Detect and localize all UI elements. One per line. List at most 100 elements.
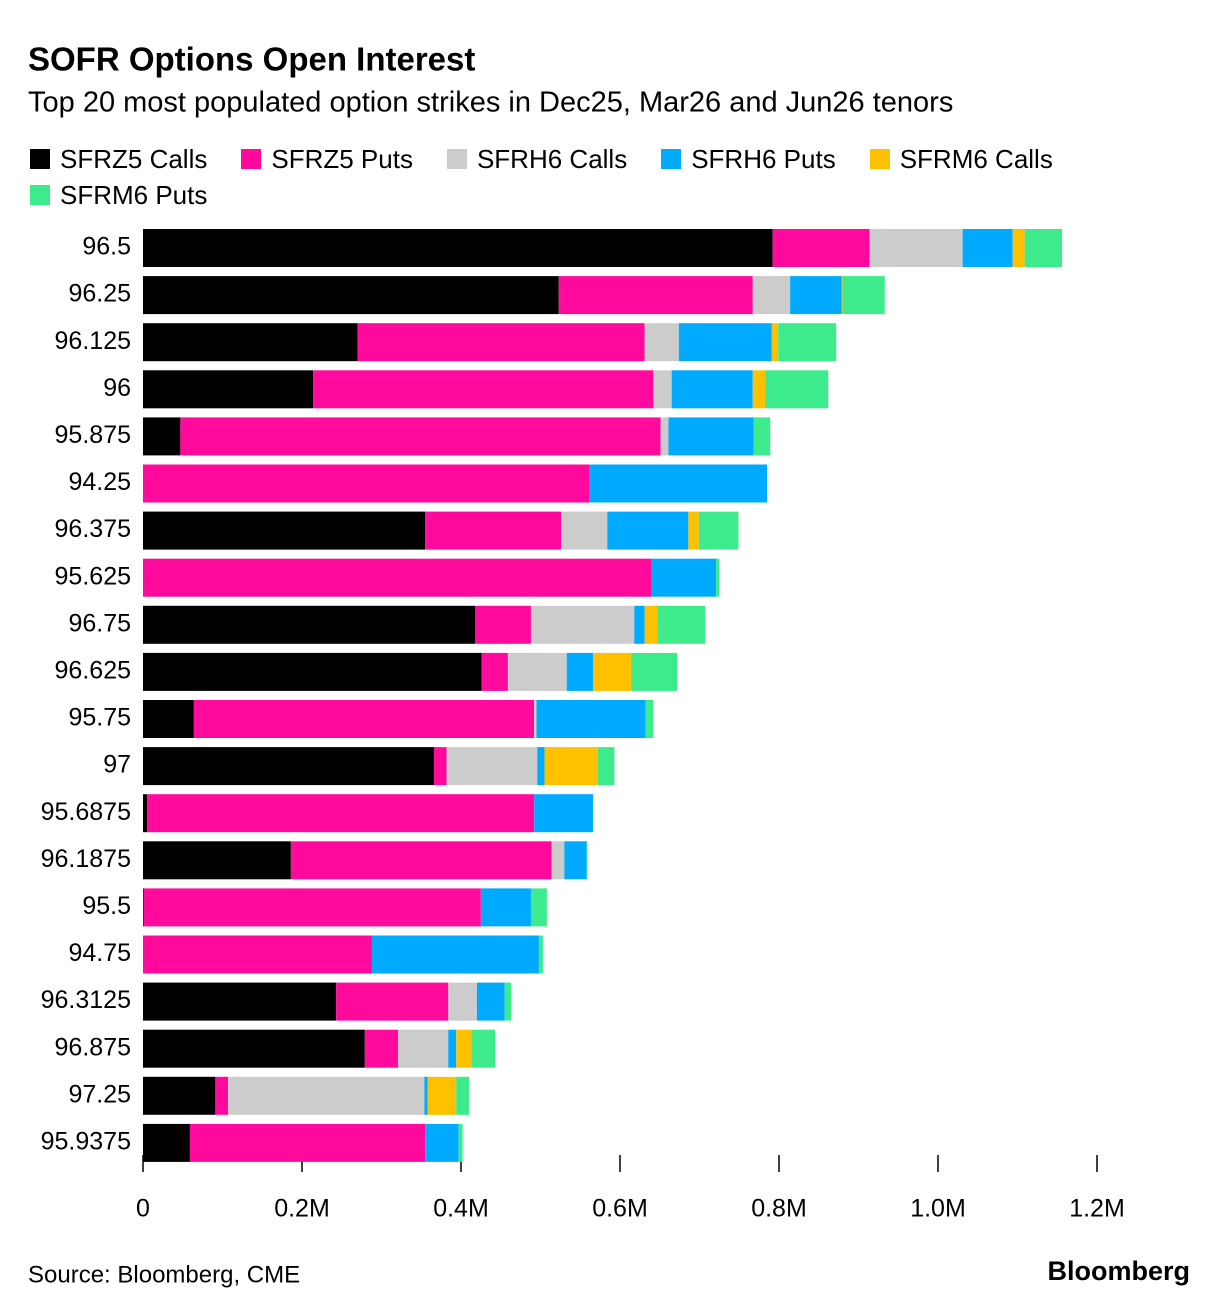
chart-title: SOFR Options Open Interest	[28, 41, 475, 78]
bar-segment	[558, 276, 753, 315]
y-tick-label: 96.5	[82, 233, 131, 261]
bar-segment	[530, 605, 635, 644]
y-tick-label: 95.875	[55, 421, 131, 449]
bar-segment	[869, 229, 963, 267]
bar-segment	[398, 1029, 449, 1068]
bar-segment	[446, 747, 538, 786]
legend-label: SFRZ5 Calls	[60, 143, 208, 174]
bar-segment	[143, 1029, 365, 1068]
legend-item: SFRM6 Puts	[30, 179, 208, 210]
bar-segment	[507, 652, 567, 691]
x-tick-label: 0.8M	[751, 1195, 807, 1223]
bar-segment	[607, 511, 689, 550]
bar-segment	[143, 1123, 190, 1162]
bar-segment	[561, 511, 608, 550]
bar-segment	[143, 935, 372, 974]
bar-segment	[644, 323, 679, 362]
bar-segment	[678, 323, 772, 362]
bar-segment	[660, 417, 669, 456]
bar-segment	[143, 558, 652, 597]
bar-segment	[586, 841, 588, 880]
y-tick-label: 96.25	[68, 280, 131, 308]
bar-segment	[753, 417, 771, 456]
y-tick-label: 95.5	[82, 892, 131, 920]
legend-item: SFRZ5 Calls	[30, 143, 208, 174]
bar-segment	[456, 1076, 469, 1115]
legend-item: SFRM6 Calls	[869, 144, 1053, 174]
bar-segment	[143, 511, 426, 550]
y-tick-label: 95.6875	[41, 798, 131, 826]
x-tick-label: 0.6M	[592, 1195, 648, 1223]
y-tick-label: 95.625	[55, 562, 131, 590]
bar-segment	[313, 370, 654, 409]
bar-segment	[143, 841, 291, 880]
legend-label: SFRH6 Calls	[476, 143, 628, 174]
source: Source: Bloomberg, CME	[28, 1261, 300, 1288]
bar-segment	[143, 1076, 216, 1115]
bar-segment	[771, 323, 779, 362]
bar-segment	[425, 511, 562, 550]
bar-segment	[564, 841, 587, 880]
legend-swatch	[30, 185, 50, 205]
bar-segment	[425, 1123, 459, 1162]
y-tick-label: 96.625	[55, 657, 131, 685]
bar-segment	[143, 276, 559, 315]
bar-segment	[475, 605, 531, 644]
bar-segment	[790, 276, 842, 315]
y-tick-label: 97	[103, 751, 131, 779]
x-tick-label: 1.2M	[1069, 1195, 1125, 1223]
legend-label: SFRM6 Puts	[60, 179, 208, 210]
chart-subtitle: Top 20 most populated option strikes in …	[28, 87, 953, 119]
bar-segment	[651, 558, 717, 597]
bar-segment	[1012, 229, 1025, 267]
bar-segment	[143, 982, 337, 1021]
bar-segment	[657, 605, 706, 644]
bar-segment	[433, 747, 447, 786]
bar-segment	[143, 323, 358, 362]
legend-item: SFRZ5 Puts	[241, 143, 413, 174]
bar-segment	[544, 747, 598, 786]
bar-segment	[778, 323, 837, 362]
bar-segment	[476, 982, 505, 1021]
bar-segment	[364, 1029, 399, 1068]
x-tick-label: 0.4M	[433, 1195, 489, 1223]
y-tick-label: 94.75	[68, 939, 131, 967]
bar-segment	[653, 370, 672, 409]
bar-segment	[480, 888, 531, 927]
y-tick-label: 95.9375	[41, 1128, 131, 1156]
bar-segment	[424, 1076, 428, 1115]
bar-segment	[1024, 229, 1063, 267]
bar-segment	[143, 888, 481, 927]
bar-segment	[842, 276, 885, 315]
bar-segment	[841, 276, 843, 315]
legend-label: SFRZ5 Puts	[271, 143, 413, 174]
bar-segment	[336, 982, 449, 1021]
bar-segment	[193, 700, 535, 738]
bar-segment	[189, 1123, 426, 1162]
bar-segment	[471, 1029, 496, 1068]
bar-segment	[143, 747, 434, 786]
y-tick-label: 96.75	[68, 609, 131, 637]
legend-swatch	[30, 149, 50, 169]
bar-segment	[456, 1029, 472, 1068]
bar-segment	[458, 1123, 463, 1162]
bar-segment	[668, 417, 754, 456]
bar-segment	[427, 1076, 457, 1115]
bar-segment	[716, 558, 720, 597]
bar-segment	[566, 652, 593, 691]
bar-segment	[143, 888, 144, 927]
bar-segment	[143, 700, 194, 738]
legend-item: SFRH6 Puts	[661, 144, 836, 174]
bar-segment	[371, 935, 539, 974]
bar-segment	[146, 794, 535, 833]
bar-segment	[698, 511, 739, 550]
bar-segment	[143, 229, 773, 267]
bar-segment	[645, 700, 654, 738]
bar-segment	[228, 1076, 425, 1115]
bar-segment	[765, 370, 829, 409]
bar-segment	[448, 982, 477, 1021]
y-tick-label: 94.25	[68, 468, 131, 496]
legend-swatch	[661, 149, 682, 169]
